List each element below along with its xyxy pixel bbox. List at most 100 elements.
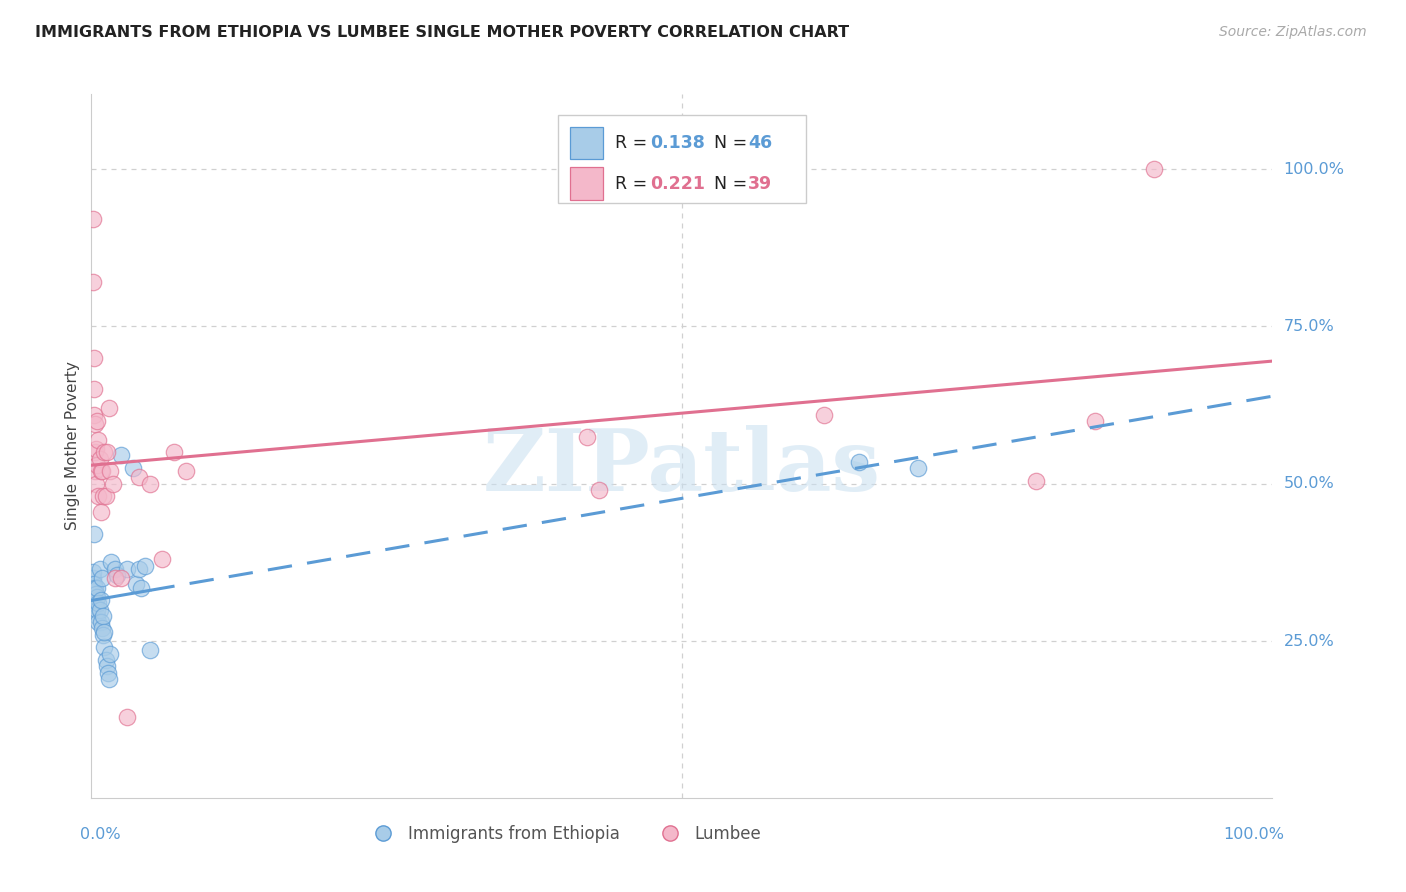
Point [98,464,121,478]
Point [86,414,108,428]
Text: 25.0%: 25.0% [1284,633,1334,648]
Point [87,596,110,610]
Point [84,581,107,595]
Point [83,383,105,397]
Point [134,558,156,573]
Point [87,433,110,447]
Point [121,461,143,475]
Point [91,628,114,642]
Point [83,408,105,422]
Point [84,599,107,614]
Point [84,599,107,614]
Text: IMMIGRANTS FROM ETHIOPIA VS LUMBEE SINGLE MOTHER POVERTY CORRELATION CHART: IMMIGRANTS FROM ETHIOPIA VS LUMBEE SINGL… [35,25,849,40]
Point [128,562,150,576]
Point [104,571,127,585]
Point [89,562,111,576]
Point [84,476,107,491]
Point [98,672,121,686]
Point [90,505,112,519]
Point [1025,474,1047,488]
Text: 0.221: 0.221 [650,175,704,193]
Point [86,458,108,472]
Point [84,593,107,607]
Point [115,562,138,576]
Point [84,417,107,431]
Point [89,451,111,466]
Point [97,665,120,680]
Point [84,445,107,459]
Text: 100.0%: 100.0% [1284,161,1344,177]
Point [98,401,121,416]
Point [104,562,127,576]
Point [1143,162,1166,177]
Point [128,470,150,484]
Point [96,659,118,673]
Point [100,555,122,569]
Point [90,615,112,630]
Text: 50.0%: 50.0% [1284,476,1334,491]
Point [813,408,835,422]
Point [115,709,138,723]
Point [110,449,132,463]
Point [87,615,110,630]
Text: N =: N = [703,175,754,193]
Text: R =: R = [614,134,652,152]
Point [90,593,112,607]
Point [86,590,108,604]
Point [94,653,117,667]
Point [110,571,132,585]
Point [125,577,148,591]
Text: 100.0%: 100.0% [1223,827,1284,841]
Point [89,602,111,616]
Point [129,581,152,595]
Point [91,489,114,503]
Point [139,476,162,491]
Point [82,571,104,585]
Point [86,608,108,623]
Point [84,593,107,607]
FancyBboxPatch shape [569,168,603,200]
Point [576,429,599,443]
Point [907,461,929,475]
Text: 75.0%: 75.0% [1284,319,1334,334]
Point [848,455,870,469]
Point [82,577,104,591]
Text: 46: 46 [748,134,772,152]
Point [83,577,105,591]
Point [83,583,105,598]
FancyBboxPatch shape [569,127,603,159]
Point [150,552,173,566]
Point [91,622,114,636]
FancyBboxPatch shape [558,115,806,202]
Point [101,476,124,491]
Point [84,587,107,601]
Point [105,568,128,582]
Text: ZIPatlas: ZIPatlas [482,425,882,509]
Text: 39: 39 [748,175,772,193]
Text: R =: R = [614,175,652,193]
Point [93,640,115,655]
Text: 0.138: 0.138 [650,134,704,152]
Point [83,527,105,541]
Point [1084,414,1107,428]
Point [174,464,197,478]
Point [90,464,112,478]
Text: N =: N = [703,134,754,152]
Point [82,212,104,227]
Point [93,624,115,639]
Point [84,464,107,478]
Legend: Immigrants from Ethiopia, Lumbee: Immigrants from Ethiopia, Lumbee [360,819,768,850]
Point [93,445,115,459]
Point [82,565,104,579]
Point [91,464,114,478]
Point [91,571,114,585]
Point [139,643,162,657]
Point [87,489,110,503]
Point [98,647,121,661]
Point [163,445,186,459]
Y-axis label: Single Mother Poverty: Single Mother Poverty [65,361,80,531]
Text: 0.0%: 0.0% [80,827,120,841]
Point [86,581,108,595]
Point [83,351,105,365]
Text: Source: ZipAtlas.com: Source: ZipAtlas.com [1219,25,1367,39]
